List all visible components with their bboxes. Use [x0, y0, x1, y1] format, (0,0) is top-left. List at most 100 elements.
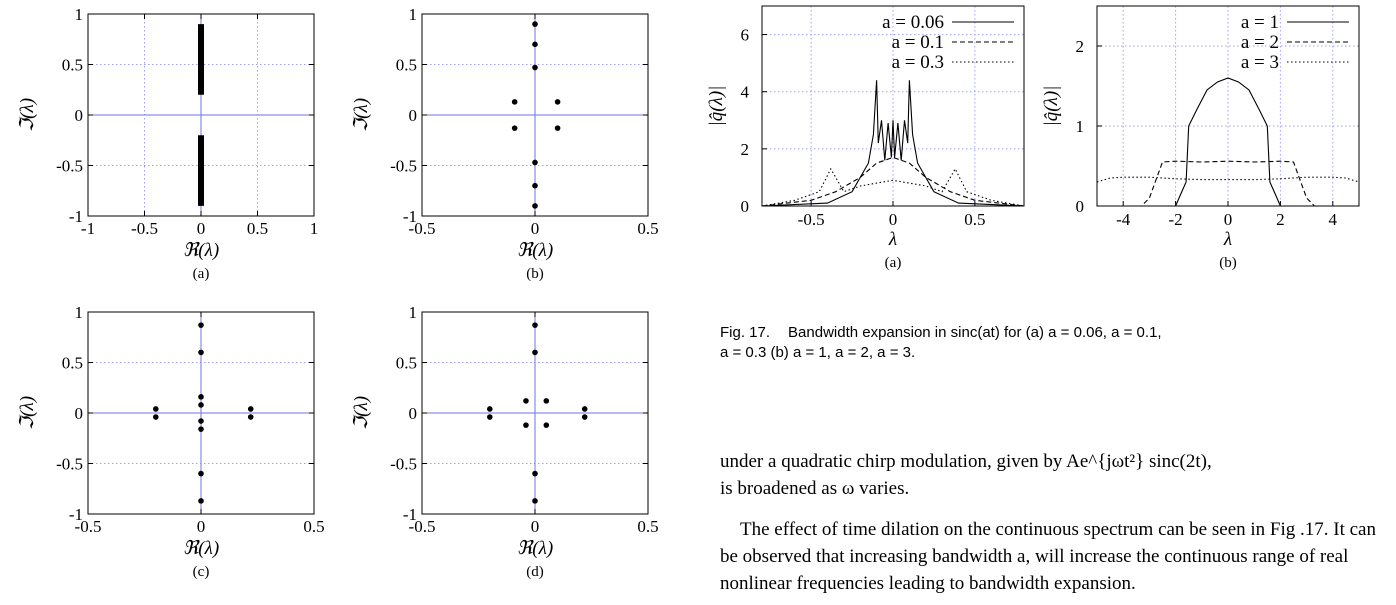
y-tick-label: -0.5 — [390, 455, 417, 474]
y-tick-label: 1 — [1076, 117, 1085, 136]
x-axis-label: ℜ(λ) — [183, 538, 219, 559]
x-tick-label: 0 — [889, 210, 898, 229]
eigenvalue-point — [198, 426, 204, 432]
x-tick-label: 0.5 — [247, 219, 268, 238]
x-tick-label: 0 — [1224, 210, 1233, 229]
y-axis-label: |q̂(λ)| — [1041, 86, 1062, 127]
x-tick-label: -0.5 — [131, 219, 158, 238]
eigenvalue-point — [532, 470, 538, 477]
eigenvalue-point — [581, 406, 588, 412]
eigenvalue-point — [198, 349, 204, 356]
x-axis-label: λ — [1223, 229, 1232, 250]
x-tick-label: -0.5 — [409, 219, 436, 238]
subfigure-label: (b) — [1219, 255, 1237, 271]
y-tick-label: -1 — [403, 207, 417, 226]
y-tick-label: 0.5 — [396, 56, 417, 75]
figure-caption: Fig. 17. Bandwidth expansion in sinc(at) … — [720, 323, 1384, 363]
y-tick-label: 4 — [741, 83, 750, 102]
y-tick-label: -1 — [69, 207, 83, 226]
y-tick-label: -0.5 — [56, 157, 83, 176]
eigenvalue-point — [554, 99, 561, 105]
eigenvalue-point — [198, 322, 204, 328]
eigenvalue-point — [198, 498, 204, 504]
y-tick-label: 1 — [409, 5, 418, 24]
eigenvalue-panel: -0.5 0 0.5-1-0.500.51ℜ(λ)ℑ(λ)(c) — [17, 303, 325, 580]
eigenvalue-point — [554, 125, 561, 131]
x-axis-label: ℜ(λ) — [517, 240, 553, 261]
x-axis-label: λ — [888, 229, 897, 250]
legend-entry: a = 1 — [1241, 12, 1279, 33]
y-tick-label: 0 — [75, 404, 84, 423]
eigenvalue-point — [581, 414, 588, 420]
eigenvalue-point — [247, 406, 254, 412]
x-tick-label: 0.5 — [637, 517, 658, 536]
spectrum-chart: -4 -2 0 2 4 0 1 2 λ |q̂(λ)| (b) a = 1a = 2a = 3 — [1041, 5, 1360, 271]
eigenvalue-panel: -0.5 0 0.5-1-0.500.51ℜ(λ)ℑ(λ)(b) — [351, 5, 659, 282]
y-tick-label: -0.5 — [390, 157, 417, 176]
y-tick-label: -1 — [69, 505, 83, 524]
y-tick-label: 0 — [741, 197, 750, 216]
legend-entry: a = 2 — [1241, 32, 1279, 53]
eigenvalue-point — [532, 21, 538, 27]
eigenvalue-point — [532, 322, 538, 328]
caption-label: Fig. 17. — [720, 324, 771, 341]
paragraph-time-dilation: The effect of time dilation on the conti… — [720, 519, 1376, 594]
caption-line-1: Bandwidth expansion in sinc(at) for (a) … — [788, 324, 1162, 341]
x-axis-label: ℜ(λ) — [517, 538, 553, 559]
subfigure-label: (a) — [885, 255, 902, 271]
series-line — [1097, 77, 1359, 207]
paragraph-line-1: under a quadratic chirp modulation, give… — [720, 451, 1212, 472]
y-tick-label: 2 — [741, 140, 750, 159]
paragraph-line-2: is broadened as ω varies. — [720, 478, 910, 499]
y-tick-label: 2 — [1076, 37, 1085, 56]
x-tick-label: 0 — [531, 517, 540, 536]
x-tick-label: 0 — [197, 219, 206, 238]
legend-entry: a = 0.1 — [892, 32, 944, 53]
caption-line-2: a = 0.3 (b) a = 1, a = 2, a = 3. — [720, 344, 916, 361]
eigenvalue-point — [532, 203, 538, 209]
legend-entry: a = 3 — [1241, 52, 1279, 73]
eigenvalue-point — [532, 159, 538, 166]
y-axis-label: ℑ(λ) — [17, 98, 38, 132]
legend-entry: a = 0.06 — [882, 12, 944, 33]
y-axis-label: ℑ(λ) — [351, 396, 372, 430]
eigenvalue-point — [198, 394, 204, 400]
y-tick-label: 6 — [741, 26, 750, 45]
x-tick-label: 2 — [1276, 210, 1285, 229]
eigenvalue-point — [153, 406, 159, 412]
eigenvalue-point — [532, 64, 538, 71]
x-axis-label: ℜ(λ) — [183, 240, 219, 261]
y-tick-label: 0.5 — [396, 354, 417, 373]
eigenvalue-panel: -1 -0.5 0 0.5 1 -1 -0.5 0 0.5 1 ℜ(λ) ℑ(λ) (a) — [17, 5, 318, 282]
y-axis-label: |q̂(λ)| — [706, 86, 727, 127]
y-tick-label: 0 — [1076, 197, 1085, 216]
eigenvalue-point — [153, 414, 159, 420]
x-tick-label: -0.5 — [798, 210, 825, 229]
eigenvalue-point — [543, 398, 550, 404]
subfigure-label: (b) — [526, 266, 544, 282]
x-tick-label: -0.5 — [75, 517, 102, 536]
eigenvalue-panel: -0.5 0 0.5-1-0.500.51ℜ(λ)ℑ(λ)(d) — [351, 303, 659, 580]
x-tick-label: 0.5 — [637, 219, 658, 238]
spectrum-chart: -0.5 0 0.5 0 2 4 6 λ |q̂(λ)| (a) a = 0.06a = 0.1a … — [706, 5, 1025, 271]
eigenvalue-point — [532, 41, 538, 48]
eigenvalue-point — [511, 99, 518, 105]
y-axis-label: ℑ(λ) — [17, 396, 38, 430]
x-tick-label: -0.5 — [409, 517, 436, 536]
x-tick-label: 0 — [197, 517, 206, 536]
y-tick-label: -0.5 — [56, 455, 83, 474]
y-tick-label: 0.5 — [62, 354, 83, 373]
x-tick-label: 4 — [1329, 210, 1338, 229]
x-tick-label: -2 — [1169, 210, 1183, 229]
legend-entry: a = 0.3 — [892, 52, 944, 73]
series-line — [1096, 176, 1360, 183]
eigenvalue-point — [523, 398, 529, 404]
y-tick-label: 0.5 — [62, 56, 83, 75]
y-tick-label: 1 — [409, 303, 418, 322]
x-tick-label: 0.5 — [303, 517, 324, 536]
eigenvalue-point — [532, 498, 538, 504]
paragraph-continued: under a quadratic chirp modulation, give… — [720, 448, 1384, 502]
x-tick-label: 0 — [531, 219, 540, 238]
y-tick-label: 0 — [75, 106, 84, 125]
subfigure-label: (c) — [193, 564, 210, 580]
